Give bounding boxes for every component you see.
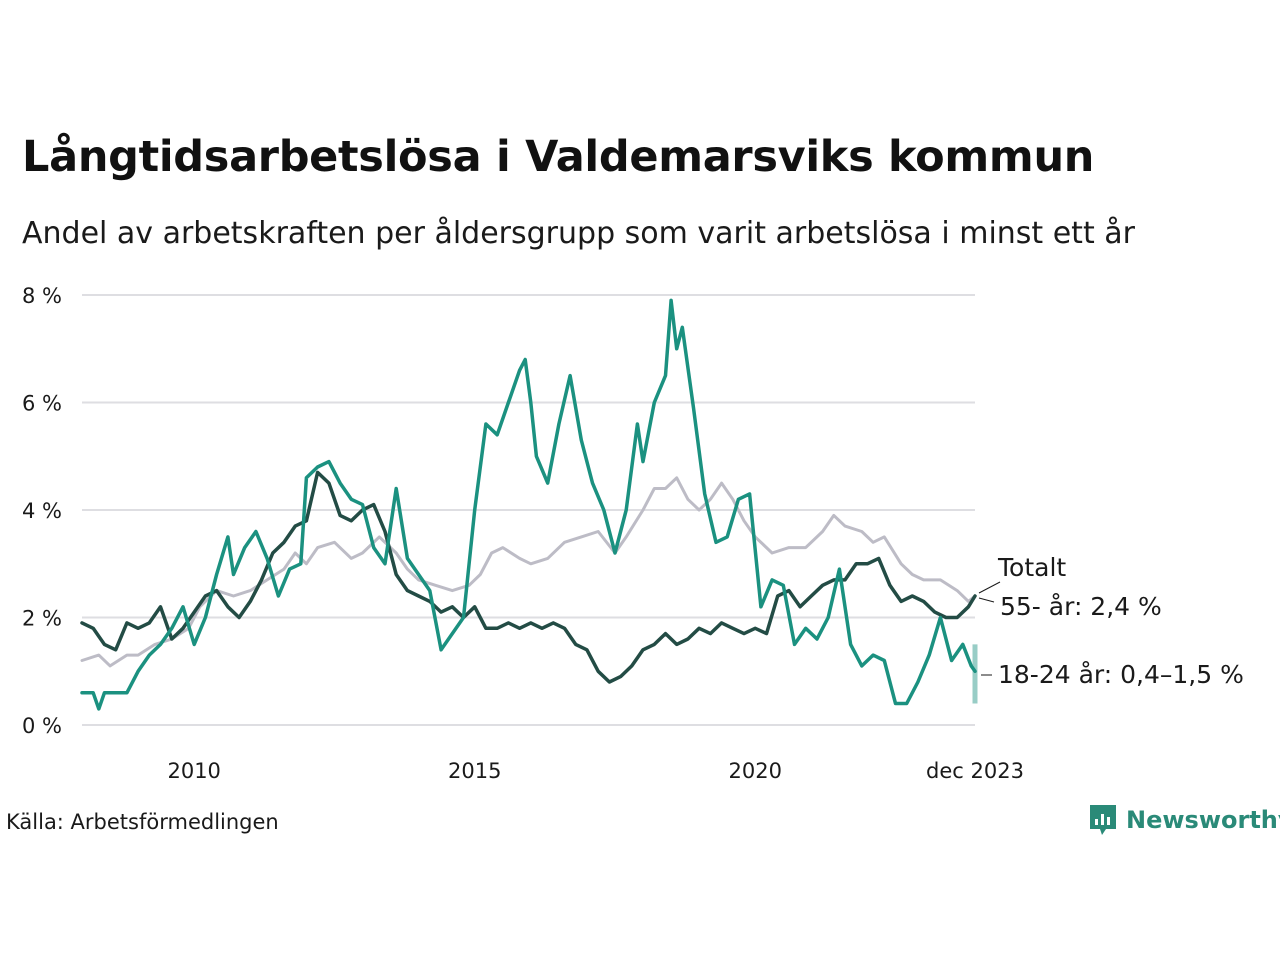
source-note: Källa: Arbetsförmedlingen [6,810,279,834]
series-label-55: 55- år: 2,4 % [1000,592,1162,621]
newsworthy-logo-text: Newsworthy [1126,806,1280,834]
series-line-totalt [80,476,977,668]
newsworthy-logo[interactable]: Newsworthy [1088,803,1280,837]
series-label-totalt: Totalt [997,553,1066,582]
newsworthy-logo-icon [1090,805,1116,835]
y-tick-label: 0 % [22,714,62,738]
series-line-18-24-r [80,298,977,711]
x-tick-label: dec 2023 [926,759,1024,783]
y-axis-ticks: 0 % 2 % 4 % 6 % 8 % [22,284,62,738]
series-line-55-r [80,470,977,684]
gridlines [82,294,975,726]
y-tick-label: 2 % [22,607,62,631]
label-leader-55 [978,597,995,603]
series-labels: Totalt 55- år: 2,4 % 18-24 år: 0,4–1,5 % [978,553,1244,689]
x-tick-label: 2020 [729,759,782,783]
y-tick-label: 8 % [22,284,62,308]
chart-subtitle: Andel av arbetskraften per åldersgrupp s… [22,216,1135,251]
x-tick-label: 2015 [448,759,501,783]
chart-title: Långtidsarbetslösa i Valdemarsviks kommu… [22,132,1095,182]
x-tick-label: 2010 [167,759,220,783]
x-axis-ticks: 2010 2015 2020 dec 2023 [167,759,1023,783]
series-lines [80,298,978,711]
series-label-18-24: 18-24 år: 0,4–1,5 % [998,660,1244,689]
y-tick-label: 4 % [22,499,62,523]
y-tick-label: 6 % [22,392,62,416]
label-leader-totalt [978,581,1001,594]
